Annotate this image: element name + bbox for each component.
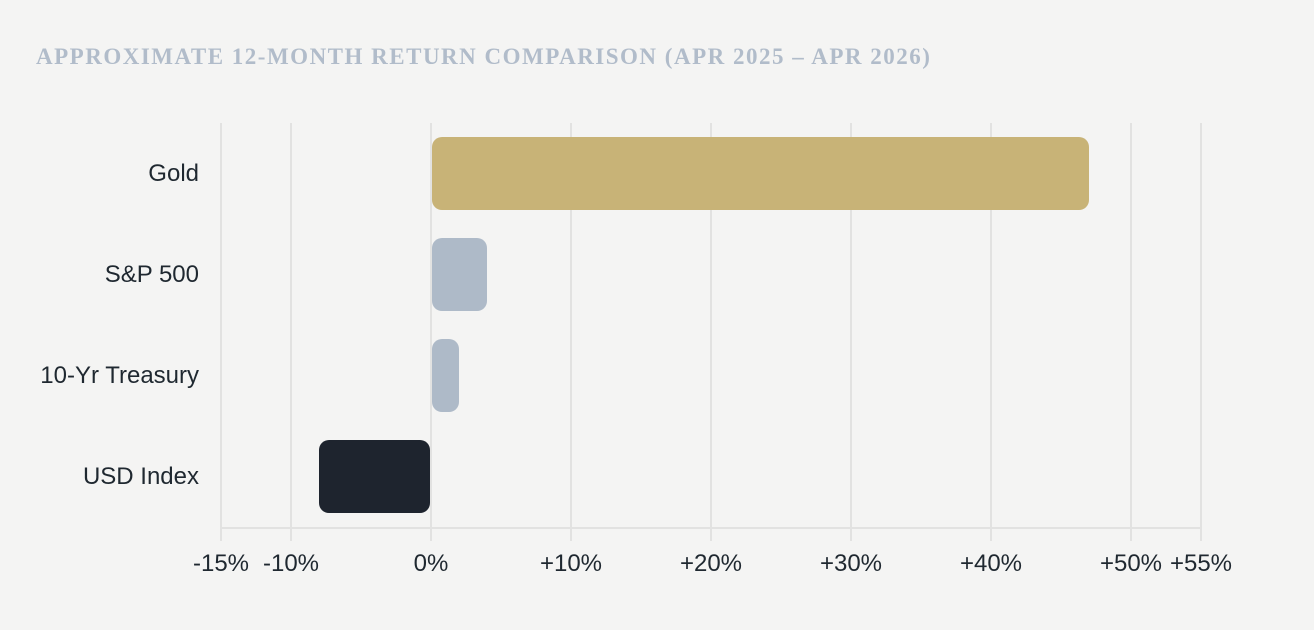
gridline-vertical — [570, 123, 572, 541]
x-axis-line — [221, 527, 1201, 529]
x-tick-label: -10% — [262, 550, 320, 577]
gridline-vertical — [990, 123, 992, 541]
category-label-10-yr-treasury: 10-Yr Treasury — [40, 361, 199, 389]
bar-10-yr-treasury — [432, 339, 459, 412]
x-tick-label: +50% — [1099, 550, 1163, 577]
x-tick-label: +30% — [819, 550, 883, 577]
gridline-vertical — [850, 123, 852, 541]
gridline-vertical — [220, 123, 222, 541]
gridline-vertical — [290, 123, 292, 541]
chart-title: APPROXIMATE 12-MONTH RETURN COMPARISON (… — [36, 44, 932, 69]
gridline-vertical — [1200, 123, 1202, 541]
bar-s-p-500 — [432, 238, 487, 311]
x-tick-label: 0% — [413, 550, 449, 577]
bar-usd-index — [319, 440, 430, 513]
category-label-s-p-500: S&P 500 — [104, 260, 199, 288]
x-tick-label: +55% — [1169, 550, 1233, 577]
bar-gold — [432, 137, 1089, 210]
category-label-gold: Gold — [148, 159, 199, 187]
category-label-usd-index: USD Index — [82, 462, 199, 490]
gridline-vertical — [710, 123, 712, 541]
x-tick-label: -15% — [192, 550, 250, 577]
gridline-vertical — [430, 123, 432, 541]
x-tick-label: +10% — [539, 550, 603, 577]
x-tick-label: +20% — [679, 550, 743, 577]
x-tick-label: +40% — [959, 550, 1023, 577]
gridline-vertical — [1130, 123, 1132, 541]
